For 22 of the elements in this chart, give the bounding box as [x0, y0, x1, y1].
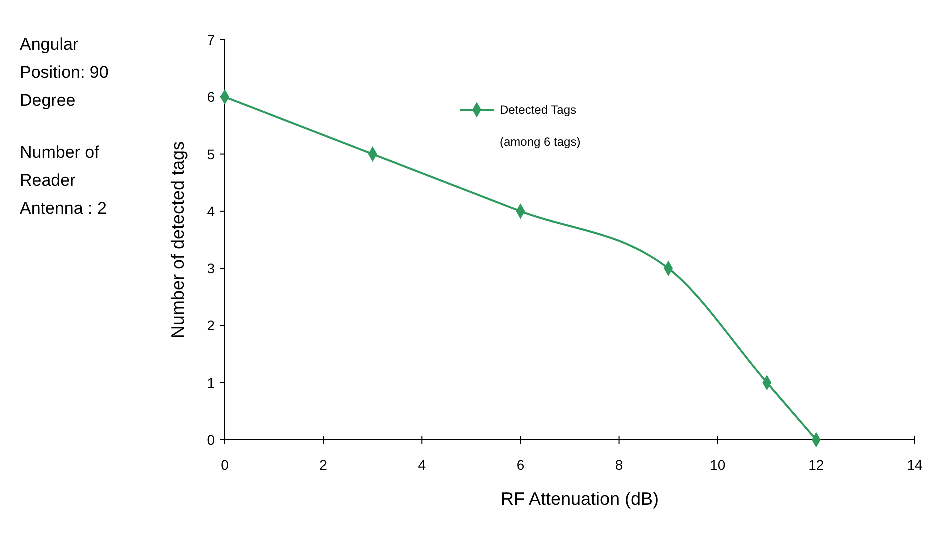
x-tick-label: 12: [808, 457, 824, 473]
y-tick-label: 7: [207, 32, 216, 48]
text: Number of Reader Antenna : 2: [20, 143, 107, 218]
y-axis-title: Number of detected tags: [168, 141, 188, 339]
y-tick-label: 6: [207, 89, 216, 106]
x-tick-label: 0: [221, 457, 230, 473]
x-axis-title: RF Attenuation (dB): [500, 489, 660, 509]
text: Angular Position: 90 Degree: [20, 35, 109, 110]
x-tick-label: 10: [710, 457, 726, 473]
y-tick-label: 2: [207, 318, 216, 334]
x-tick-label: 14: [907, 457, 923, 473]
y-tick-label: 4: [207, 203, 216, 220]
annotation: (among 6 tags): [500, 135, 581, 149]
x-tick-label: 4: [418, 457, 426, 473]
y-tick-label: 3: [207, 260, 216, 277]
x-tick-label: 6: [516, 457, 525, 473]
y-tick-label: 0: [207, 432, 216, 448]
x-tick-label: 2: [320, 457, 328, 473]
y-tick-label: 5: [207, 146, 216, 162]
y-tick-label: 1: [207, 374, 216, 391]
x-tick-label: 8: [615, 457, 624, 473]
legend-label: Detected Tags: [500, 103, 576, 117]
